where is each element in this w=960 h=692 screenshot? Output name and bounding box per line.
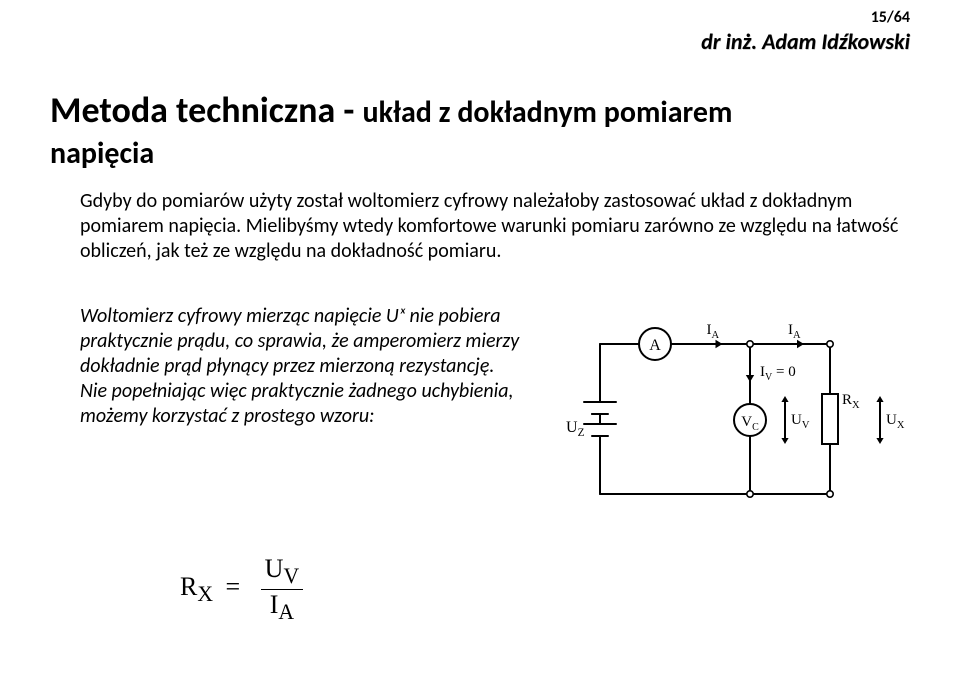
page-title: Metoda techniczna - układ z dokładnym po… [50, 90, 910, 173]
formula-lhs: RX [180, 572, 213, 601]
page-number: 15/64 [871, 8, 910, 27]
svg-text:RX: RX [842, 392, 860, 411]
svg-text:UX: UX [886, 412, 905, 431]
title-line2: napięcia [50, 135, 154, 172]
title-sub: układ z dokładnym pomiarem [363, 94, 733, 131]
svg-text:A: A [649, 337, 661, 354]
formula: RX = UV IA [180, 554, 910, 625]
formula-eq: = [225, 572, 240, 601]
circuit-diagram: AUZVCIAIAIV = 0UVRXUX [560, 304, 910, 524]
author-name: dr inż. Adam Idźkowski [701, 28, 910, 55]
svg-text:IA: IA [707, 322, 720, 341]
svg-text:UV: UV [791, 412, 810, 431]
svg-text:IV = 0: IV = 0 [760, 364, 796, 383]
body-paragraph: Woltomierz cyfrowy mierząc napięcie Uₓ n… [80, 304, 530, 429]
title-main: Metoda techniczna - [50, 88, 354, 132]
svg-text:UZ: UZ [566, 419, 585, 439]
formula-fraction: UV IA [261, 554, 303, 625]
intro-paragraph: Gdyby do pomiarów użyty został woltomier… [80, 189, 910, 264]
svg-text:IA: IA [788, 322, 801, 341]
